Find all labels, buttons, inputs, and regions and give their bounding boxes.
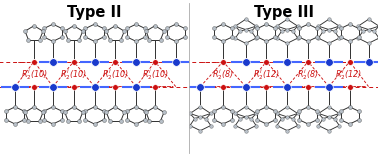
Text: $R_2^i$(8): $R_2^i$(8) (297, 67, 319, 82)
Text: $R_2^i$(12): $R_2^i$(12) (335, 67, 362, 82)
Text: $R_2^i$(8): $R_2^i$(8) (212, 67, 234, 82)
Text: $R_2^i$(10): $R_2^i$(10) (60, 67, 87, 82)
Text: $R_2^i$(10): $R_2^i$(10) (143, 67, 169, 82)
Text: Type III: Type III (254, 5, 313, 20)
Text: Type II: Type II (67, 5, 122, 20)
Text: $R_2^i$(10): $R_2^i$(10) (20, 67, 48, 82)
Text: $R_2^i$(10): $R_2^i$(10) (102, 67, 129, 82)
Text: $R_2^i$(12): $R_2^i$(12) (253, 67, 280, 82)
